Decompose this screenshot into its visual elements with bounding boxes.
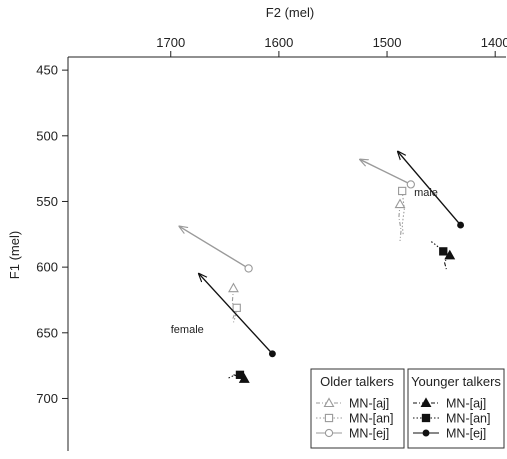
trajectory-line xyxy=(398,204,402,241)
series-older-an xyxy=(232,186,407,323)
x-tick-label: 1700 xyxy=(156,35,185,50)
annotations: male female xyxy=(171,187,438,336)
legend-item: MN-[aj] xyxy=(413,397,486,411)
legend-item: MN-[ej] xyxy=(316,427,389,441)
y-axis-ticks: 450 500 550 600 650 700 xyxy=(36,63,68,406)
legend-label: MN-[ej] xyxy=(349,427,389,441)
annotation-female: female xyxy=(171,324,204,336)
legend-item: MN-[an] xyxy=(316,412,393,426)
legend-older-talkers: Older talkers MN-[aj]MN-[an]MN-[ej] xyxy=(310,368,405,449)
data-point xyxy=(268,350,276,358)
trajectory-line xyxy=(401,190,405,236)
data-point xyxy=(244,264,253,273)
y-tick-label: 700 xyxy=(36,391,58,406)
data-point xyxy=(235,370,245,379)
legend-younger-title: Younger talkers xyxy=(411,374,501,389)
trajectory-line xyxy=(429,240,444,252)
annotation-male: male xyxy=(414,187,438,199)
legend-marker xyxy=(420,397,432,408)
data-point xyxy=(406,180,415,189)
legend-item: MN-[an] xyxy=(413,412,490,426)
series-older-aj xyxy=(228,198,406,320)
legend-younger-talkers: Younger talkers MN-[aj]MN-[an]MN-[ej] xyxy=(407,368,505,449)
series-older-ej xyxy=(179,159,415,273)
legend-label: MN-[aj] xyxy=(349,397,389,411)
legend-label: MN-[an] xyxy=(446,412,490,426)
plot-area xyxy=(179,152,465,383)
trajectory-arrow xyxy=(179,226,249,270)
series-younger-ej xyxy=(199,152,465,358)
series-younger-aj xyxy=(233,249,456,383)
series-younger-an xyxy=(226,240,448,380)
legend-marker xyxy=(324,428,334,438)
legend-older-title: Older talkers xyxy=(320,374,394,389)
data-point xyxy=(457,221,465,229)
x-axis-title: F2 (mel) xyxy=(266,5,314,20)
data-point xyxy=(228,282,239,293)
x-axis-ticks: 1700 1600 1500 1400 xyxy=(156,35,507,57)
trajectory-line xyxy=(232,307,238,323)
data-point xyxy=(398,186,407,196)
y-axis-title: F1 (mel) xyxy=(7,231,22,279)
legend-label: MN-[ej] xyxy=(446,427,486,441)
data-point xyxy=(394,198,406,209)
legend-marker xyxy=(422,429,430,437)
legend-marker xyxy=(323,397,335,408)
legend-label: MN-[an] xyxy=(349,412,393,426)
x-tick-label: 1500 xyxy=(373,35,402,50)
trajectory-arrow xyxy=(199,274,273,355)
y-tick-label: 550 xyxy=(36,194,58,209)
legend-label: MN-[aj] xyxy=(446,397,486,411)
y-tick-label: 500 xyxy=(36,128,58,143)
legend-marker xyxy=(421,413,431,423)
y-tick-label: 450 xyxy=(36,63,58,78)
data-point xyxy=(444,249,456,260)
x-tick-label: 1600 xyxy=(264,35,293,50)
y-tick-label: 600 xyxy=(36,260,58,275)
trajectory-line xyxy=(226,374,241,380)
y-tick-label: 650 xyxy=(36,325,58,340)
legend-marker xyxy=(324,413,334,423)
legend-item: MN-[ej] xyxy=(413,427,486,441)
trajectory-arrow xyxy=(360,159,412,186)
legend-item: MN-[aj] xyxy=(316,397,389,411)
trajectory-arrow xyxy=(398,152,462,226)
data-point xyxy=(232,303,241,312)
x-tick-label: 1400 xyxy=(481,35,507,50)
data-point xyxy=(439,247,448,256)
